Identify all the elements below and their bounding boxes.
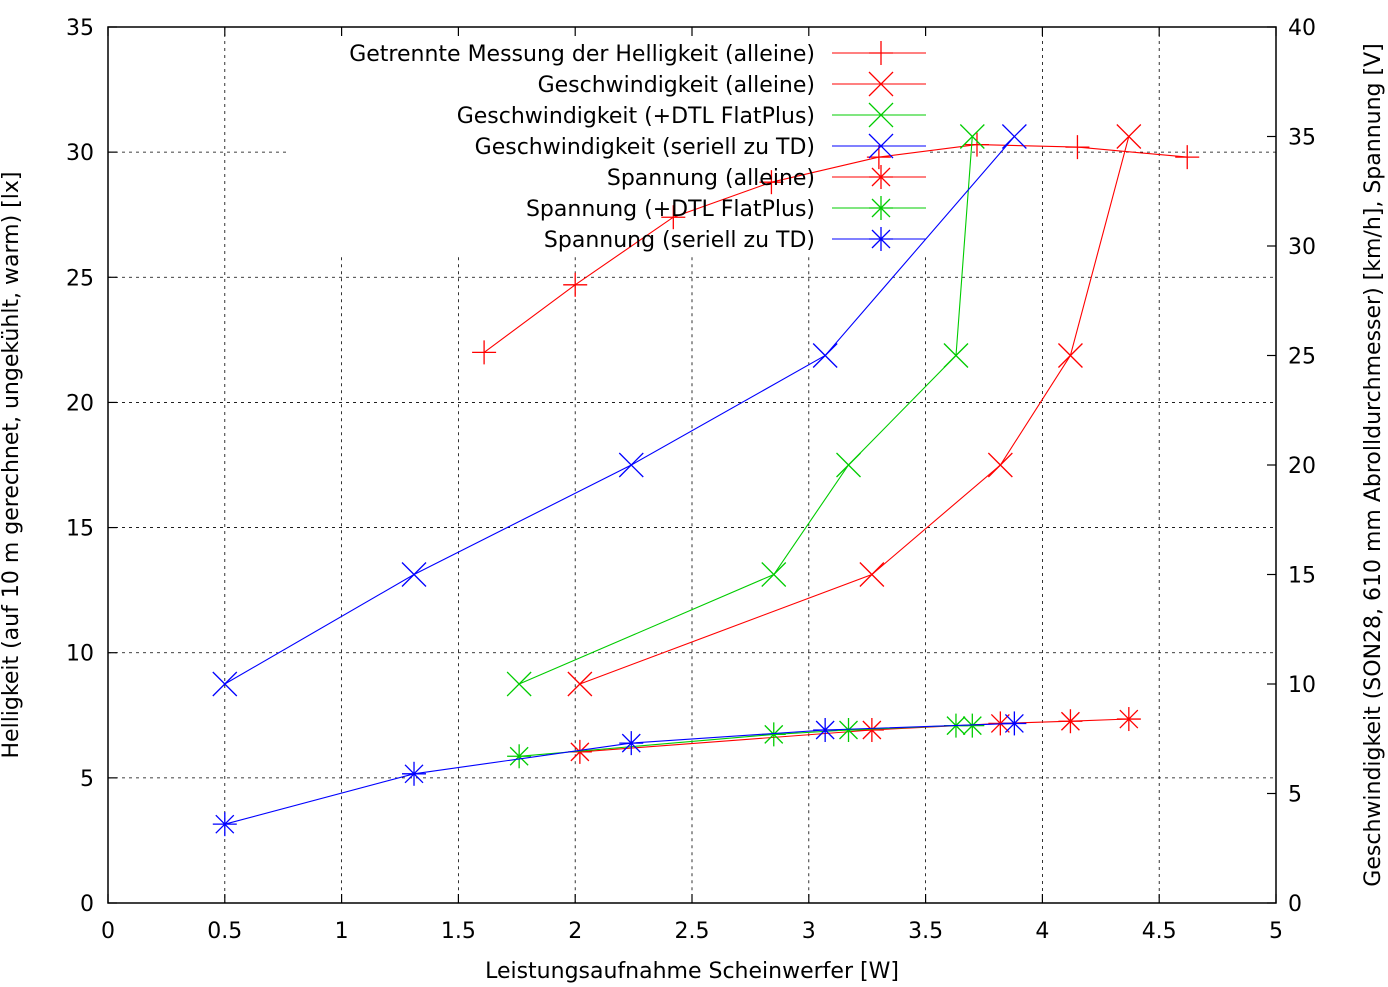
y2-tick-label: 40 [1288, 16, 1316, 41]
x-axis-title: Leistungsaufnahme Scheinwerfer [W] [485, 959, 899, 984]
data-point [859, 717, 884, 742]
x-tick-label: 3.5 [908, 919, 943, 944]
legend-label: Getrennte Messung der Helligkeit (allein… [349, 42, 815, 67]
data-point [1001, 124, 1027, 149]
series-1 [472, 132, 1200, 365]
x-tick-label: 1 [335, 919, 349, 944]
data-point [1065, 135, 1090, 160]
series-layer [212, 124, 1200, 837]
data-point [859, 562, 885, 587]
data-point [959, 124, 985, 149]
legend-entry: Geschwindigkeit (seriell zu TD) [475, 133, 926, 160]
series-7 [212, 711, 1027, 837]
y2-tick-label: 15 [1288, 564, 1316, 589]
y-axis-title: Helligkeit (auf 10 m gerechnet, ungekühl… [0, 172, 24, 759]
y-tick-label: 5 [80, 767, 94, 792]
legend-swatch-marker [869, 41, 893, 65]
data-point [987, 452, 1013, 478]
series-line [224, 722, 1015, 825]
series-3 [506, 124, 985, 697]
x-tick-label: 5 [1269, 919, 1283, 944]
data-point [212, 671, 238, 697]
data-point [836, 452, 861, 478]
data-point [1057, 343, 1083, 368]
y-tick-label: 20 [66, 391, 94, 416]
legend-entry: Geschwindigkeit (+DTL FlatPlus) [457, 102, 926, 129]
x-tick-label: 4.5 [1142, 919, 1177, 944]
y2-tick-label: 25 [1288, 345, 1316, 370]
data-point [619, 731, 644, 756]
x-tick-label: 3 [802, 919, 816, 944]
y2-tick-label: 35 [1288, 126, 1316, 151]
legend-entry: Geschwindigkeit (alleine) [538, 71, 926, 98]
data-point [563, 272, 588, 297]
data-point [661, 205, 686, 230]
x-tick-label: 2.5 [675, 919, 710, 944]
y2-tick-label: 10 [1288, 673, 1316, 698]
y-tick-label: 25 [66, 266, 94, 291]
y-tick-label: 30 [66, 141, 94, 166]
data-point [964, 132, 989, 157]
data-point [759, 170, 784, 195]
data-point [1002, 711, 1027, 736]
data-point [472, 340, 497, 365]
series-6 [507, 713, 985, 769]
data-point [401, 562, 427, 587]
legend-label: Spannung (+DTL FlatPlus) [526, 197, 815, 222]
data-point [618, 452, 644, 478]
data-point [212, 812, 237, 837]
data-point [1116, 124, 1142, 149]
data-point [943, 343, 969, 368]
legend: Getrennte Messung der Helligkeit (allein… [349, 41, 926, 253]
y2-tick-label: 5 [1288, 783, 1302, 808]
data-point [567, 671, 593, 697]
x-tick-label: 0 [101, 919, 115, 944]
legend-swatch-marker [869, 196, 893, 220]
legend-swatch-marker [868, 133, 894, 159]
x-tick-label: 0.5 [207, 919, 242, 944]
legend-swatch-marker [868, 102, 894, 128]
data-point [507, 744, 532, 769]
data-point [402, 761, 427, 786]
y-tick-label: 10 [66, 642, 94, 667]
y2-tick-label: 0 [1288, 892, 1302, 917]
x-tick-label: 4 [1035, 919, 1049, 944]
legend-swatch-marker [869, 165, 893, 189]
legend-entry: Spannung (alleine) [607, 165, 926, 191]
legend-label: Spannung (seriell zu TD) [544, 228, 815, 253]
legend-entry: Spannung (seriell zu TD) [544, 227, 926, 253]
data-point [812, 343, 838, 368]
legend-entry: Getrennte Messung der Helligkeit (allein… [349, 41, 926, 67]
legend-entry: Spannung (+DTL FlatPlus) [526, 196, 926, 222]
series-line [483, 144, 1188, 353]
y-tick-label: 0 [80, 892, 94, 917]
y2-tick-label: 20 [1288, 454, 1316, 479]
x-tick-label: 1.5 [441, 919, 476, 944]
data-point [866, 145, 891, 170]
legend-swatch-marker [869, 227, 893, 251]
series-4 [212, 124, 1027, 697]
data-point [1175, 145, 1200, 170]
series-2 [567, 124, 1142, 697]
y2-axis-title: Geschwindigkeit (SON28, 610 mm Abrolldur… [1361, 43, 1386, 886]
data-point [1116, 707, 1141, 732]
y2-tick-label: 30 [1288, 235, 1316, 260]
legend-swatch-marker [868, 71, 894, 97]
data-point [761, 562, 787, 587]
x-tick-label: 2 [568, 919, 582, 944]
y-tick-label: 35 [66, 16, 94, 41]
legend-label: Spannung (alleine) [607, 166, 815, 191]
y-tick-label: 15 [66, 517, 94, 542]
data-point [506, 671, 532, 697]
legend-label: Geschwindigkeit (alleine) [538, 73, 815, 98]
legend-label: Geschwindigkeit (seriell zu TD) [475, 135, 815, 160]
data-point [1058, 709, 1083, 734]
tick-layer: 0 0.5 1 1.5 2 2.5 3 3.5 4 4.5 50510152025303505101… [66, 16, 1316, 944]
data-point [813, 717, 838, 742]
legend-label: Geschwindigkeit (+DTL FlatPlus) [457, 104, 815, 129]
